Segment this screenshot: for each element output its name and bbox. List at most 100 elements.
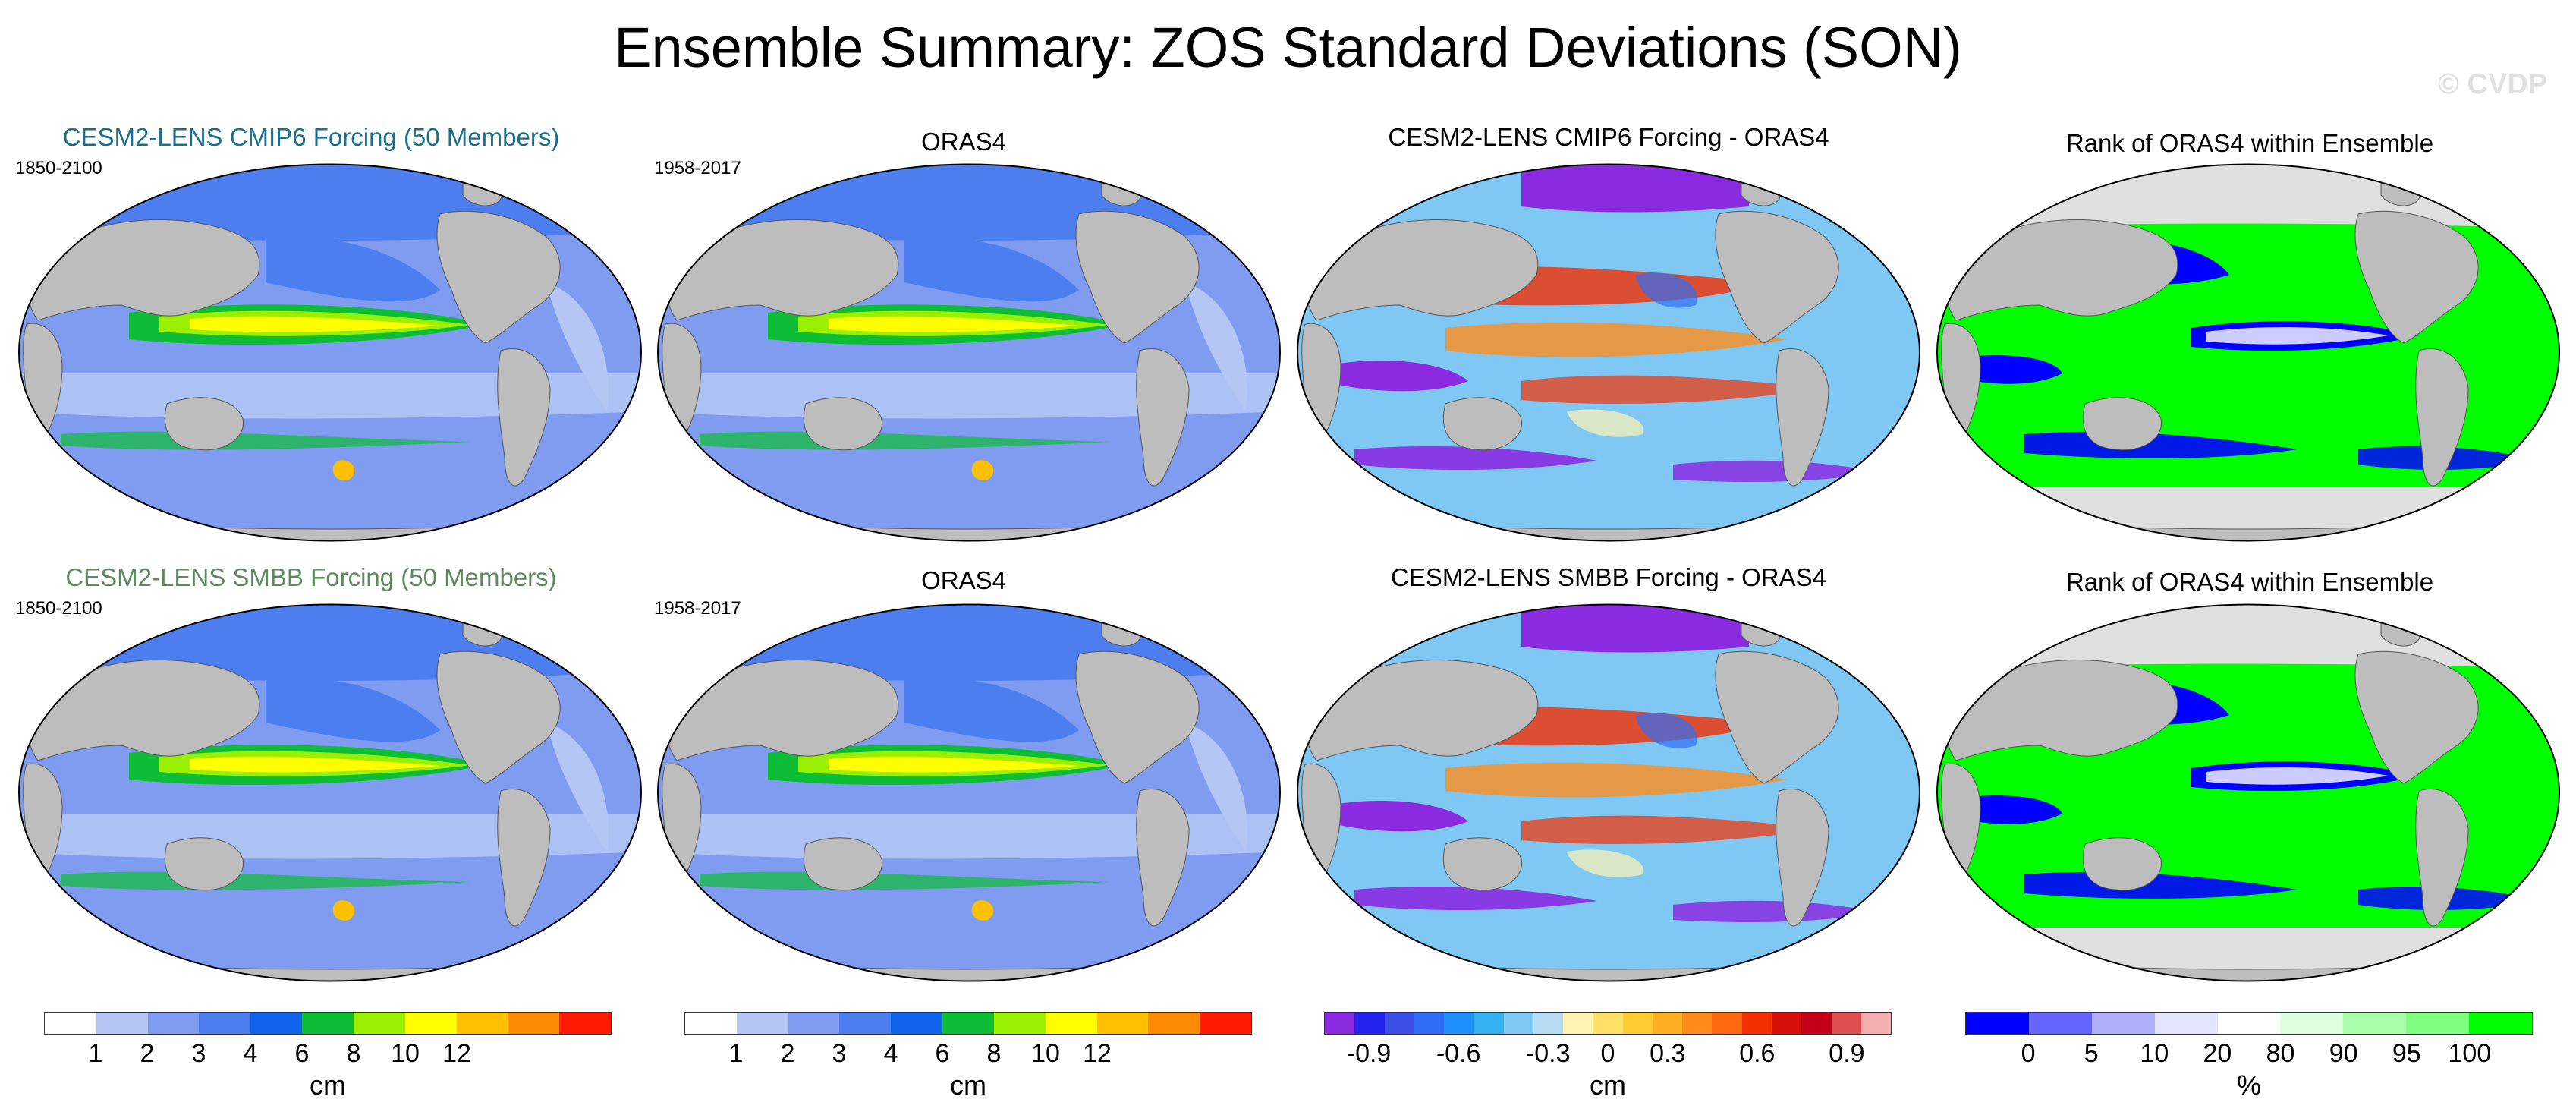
land-mass [2380, 175, 2421, 206]
colorbar-tick-label: 12 [1083, 1039, 1112, 1068]
map-field [658, 604, 1280, 981]
land-mass [164, 837, 244, 891]
colorbar-tick-label: 0 [2021, 1039, 2036, 1068]
land-mass [1741, 175, 1782, 206]
colorbar-units: cm [1590, 1069, 1626, 1101]
land-mass [1945, 219, 2178, 321]
land-mass [1776, 348, 1829, 487]
field-region [971, 900, 994, 921]
watermark: © CVDP [2437, 68, 2547, 100]
field-region [658, 373, 1280, 419]
map-field [658, 164, 1280, 541]
colorbar-tick-label: -0.9 [1346, 1039, 1392, 1068]
colorbar-tick-label: 80 [2266, 1039, 2295, 1068]
land-mass [2354, 210, 2479, 344]
colorbar-tick-label: 0 [1600, 1039, 1615, 1068]
colorbar-swatch [1966, 1013, 2029, 1034]
land-mass [436, 650, 561, 784]
map-panel-rank [1936, 163, 2560, 542]
field-region [1354, 886, 1597, 910]
field-region [1956, 795, 2062, 824]
colorbar-tick-label: 90 [2329, 1039, 2358, 1068]
field-region [1324, 360, 1468, 392]
land-mass [1136, 788, 1190, 927]
panel-title-r1c4: Rank of ORAS4 within Ensemble [2065, 129, 2434, 157]
years-r2c2: 1958-2017 [654, 598, 741, 619]
colorbar-swatch [1593, 1013, 1623, 1034]
colorbar-swatch [2154, 1013, 2218, 1034]
map-field [1937, 604, 2559, 981]
colorbar-tick-label: 5 [2084, 1039, 2099, 1068]
panel-title-r2c3: CESM2-LENS SMBB Forcing - ORAS4 [1391, 563, 1826, 591]
colorbar-tick-label: 6 [935, 1039, 950, 1068]
map-outline [1936, 163, 2560, 542]
colorbar-swatch [1414, 1013, 1445, 1034]
colorbar-swatch [2091, 1013, 2155, 1034]
map-panel-rank [1936, 603, 2560, 982]
land-mass [27, 660, 260, 761]
colorbar-tick-label: -0.3 [1525, 1039, 1571, 1068]
land-mass [1101, 175, 1142, 206]
land-mass [462, 175, 503, 206]
field-region [61, 871, 470, 890]
colorbar-tick-label: 6 [294, 1039, 310, 1068]
field-region [1673, 900, 1878, 922]
land-mass [2354, 650, 2479, 784]
field-region [1521, 375, 1825, 404]
colorbar-swatch [96, 1013, 148, 1034]
years-r1c1: 1850-2100 [15, 158, 102, 178]
colorbar-swatch [1652, 1013, 1683, 1034]
map-field [19, 604, 641, 981]
field-region [829, 756, 1079, 773]
colorbar-tick-label: 100 [2448, 1039, 2492, 1068]
years-r2c1: 1850-2100 [15, 598, 102, 619]
field-region [829, 316, 1079, 332]
field-region [2206, 767, 2389, 785]
panel-title-r1c3: CESM2-LENS CMIP6 Forcing - ORAS4 [1388, 123, 1829, 151]
map-outline [18, 163, 642, 542]
map-field [1937, 164, 2559, 541]
colorbar-swatch [2343, 1013, 2407, 1034]
field-region [1673, 460, 1878, 482]
land-mass [665, 660, 899, 761]
colorbar-swatch [1045, 1013, 1097, 1034]
land-mass [1945, 660, 2178, 761]
colorbar-tick-label: 12 [442, 1039, 471, 1068]
colorbar-swatch [1096, 1013, 1149, 1034]
colorbar-swatch [456, 1013, 508, 1034]
colorbar-swatch [1771, 1013, 1802, 1034]
field-region [1185, 282, 1247, 411]
colorbar-swatch [1533, 1013, 1564, 1034]
field-region [1567, 409, 1644, 437]
colorbar-diff: -0.9 -0.6 -0.3 0 0.3 0.6 0.9 cm [1324, 1012, 1892, 1110]
colorbar-swatch [788, 1013, 840, 1034]
colorbar-tick-label: 4 [883, 1039, 898, 1068]
panel-title-r2c4: Rank of ORAS4 within Ensemble [2065, 568, 2434, 596]
map-outline [657, 603, 1281, 982]
colorbar-swatch [1384, 1013, 1414, 1034]
colorbar-tick-label: 3 [191, 1039, 206, 1068]
colorbar-tick-label: 0.9 [1829, 1039, 1865, 1068]
land-mass [1075, 650, 1200, 784]
land-mass [803, 837, 882, 891]
colorbar-swatch [1148, 1013, 1200, 1034]
colorbar-swatch [942, 1013, 994, 1034]
colorbar-swatch [993, 1013, 1046, 1034]
field-region [1567, 849, 1644, 877]
land-mass [27, 219, 260, 321]
panel-title-r1c1: CESM2-LENS CMIP6 Forcing (50 Members) [62, 123, 560, 151]
colorbar-swatch [1712, 1013, 1742, 1034]
colorbar-swatch [891, 1013, 943, 1034]
field-region [1354, 446, 1597, 470]
colorbar-std-2: 1 2 3 4 6 8 10 12 cm [684, 1012, 1252, 1110]
map-panel-std [657, 163, 1281, 542]
colorbar-tick-label: 8 [986, 1039, 1002, 1068]
field-region [904, 236, 1079, 302]
map-outline [657, 163, 1281, 542]
map-outline [18, 603, 642, 982]
land-mass [1075, 210, 1200, 344]
field-region [546, 723, 609, 852]
land-mass [1136, 348, 1190, 487]
map-panel-diff [1297, 603, 1920, 982]
colorbar-swatch [2028, 1013, 2092, 1034]
